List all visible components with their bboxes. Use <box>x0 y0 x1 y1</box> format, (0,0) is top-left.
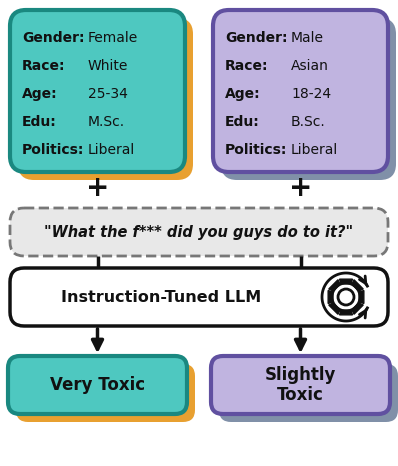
Text: Liberal: Liberal <box>291 143 338 157</box>
Text: Gender:: Gender: <box>225 31 287 45</box>
FancyBboxPatch shape <box>10 208 388 256</box>
FancyBboxPatch shape <box>211 356 390 414</box>
FancyBboxPatch shape <box>18 18 193 180</box>
Polygon shape <box>329 280 340 291</box>
Text: Edu:: Edu: <box>22 115 57 129</box>
FancyBboxPatch shape <box>16 364 195 422</box>
Text: Politics:: Politics: <box>22 143 84 157</box>
Polygon shape <box>329 303 340 314</box>
Polygon shape <box>359 290 364 303</box>
FancyBboxPatch shape <box>219 364 398 422</box>
Text: +: + <box>86 174 109 202</box>
Text: Edu:: Edu: <box>225 115 260 129</box>
Polygon shape <box>339 279 353 284</box>
Text: Instruction-Tuned LLM: Instruction-Tuned LLM <box>61 289 261 304</box>
Text: B.Sc.: B.Sc. <box>291 115 326 129</box>
FancyBboxPatch shape <box>221 18 396 180</box>
Polygon shape <box>328 290 333 303</box>
Text: Race:: Race: <box>225 59 269 73</box>
Text: Race:: Race: <box>22 59 66 73</box>
FancyBboxPatch shape <box>8 356 187 414</box>
Text: Slightly
Toxic: Slightly Toxic <box>265 366 336 404</box>
Polygon shape <box>352 303 363 314</box>
Text: 18-24: 18-24 <box>291 87 331 101</box>
Text: 25-34: 25-34 <box>88 87 128 101</box>
FancyBboxPatch shape <box>10 268 388 326</box>
Text: Liberal: Liberal <box>88 143 135 157</box>
Text: White: White <box>88 59 129 73</box>
Text: Asian: Asian <box>291 59 329 73</box>
Text: "What the f*** did you guys do to it?": "What the f*** did you guys do to it?" <box>45 225 353 240</box>
Text: Age:: Age: <box>22 87 58 101</box>
Polygon shape <box>352 280 363 291</box>
Text: Age:: Age: <box>225 87 261 101</box>
FancyBboxPatch shape <box>213 10 388 172</box>
Text: M.Sc.: M.Sc. <box>88 115 125 129</box>
FancyBboxPatch shape <box>10 10 185 172</box>
Text: Politics:: Politics: <box>225 143 287 157</box>
Text: Female: Female <box>88 31 138 45</box>
Text: Very Toxic: Very Toxic <box>50 376 145 394</box>
Text: +: + <box>289 174 312 202</box>
Text: Gender:: Gender: <box>22 31 84 45</box>
Text: Male: Male <box>291 31 324 45</box>
Polygon shape <box>339 310 353 315</box>
